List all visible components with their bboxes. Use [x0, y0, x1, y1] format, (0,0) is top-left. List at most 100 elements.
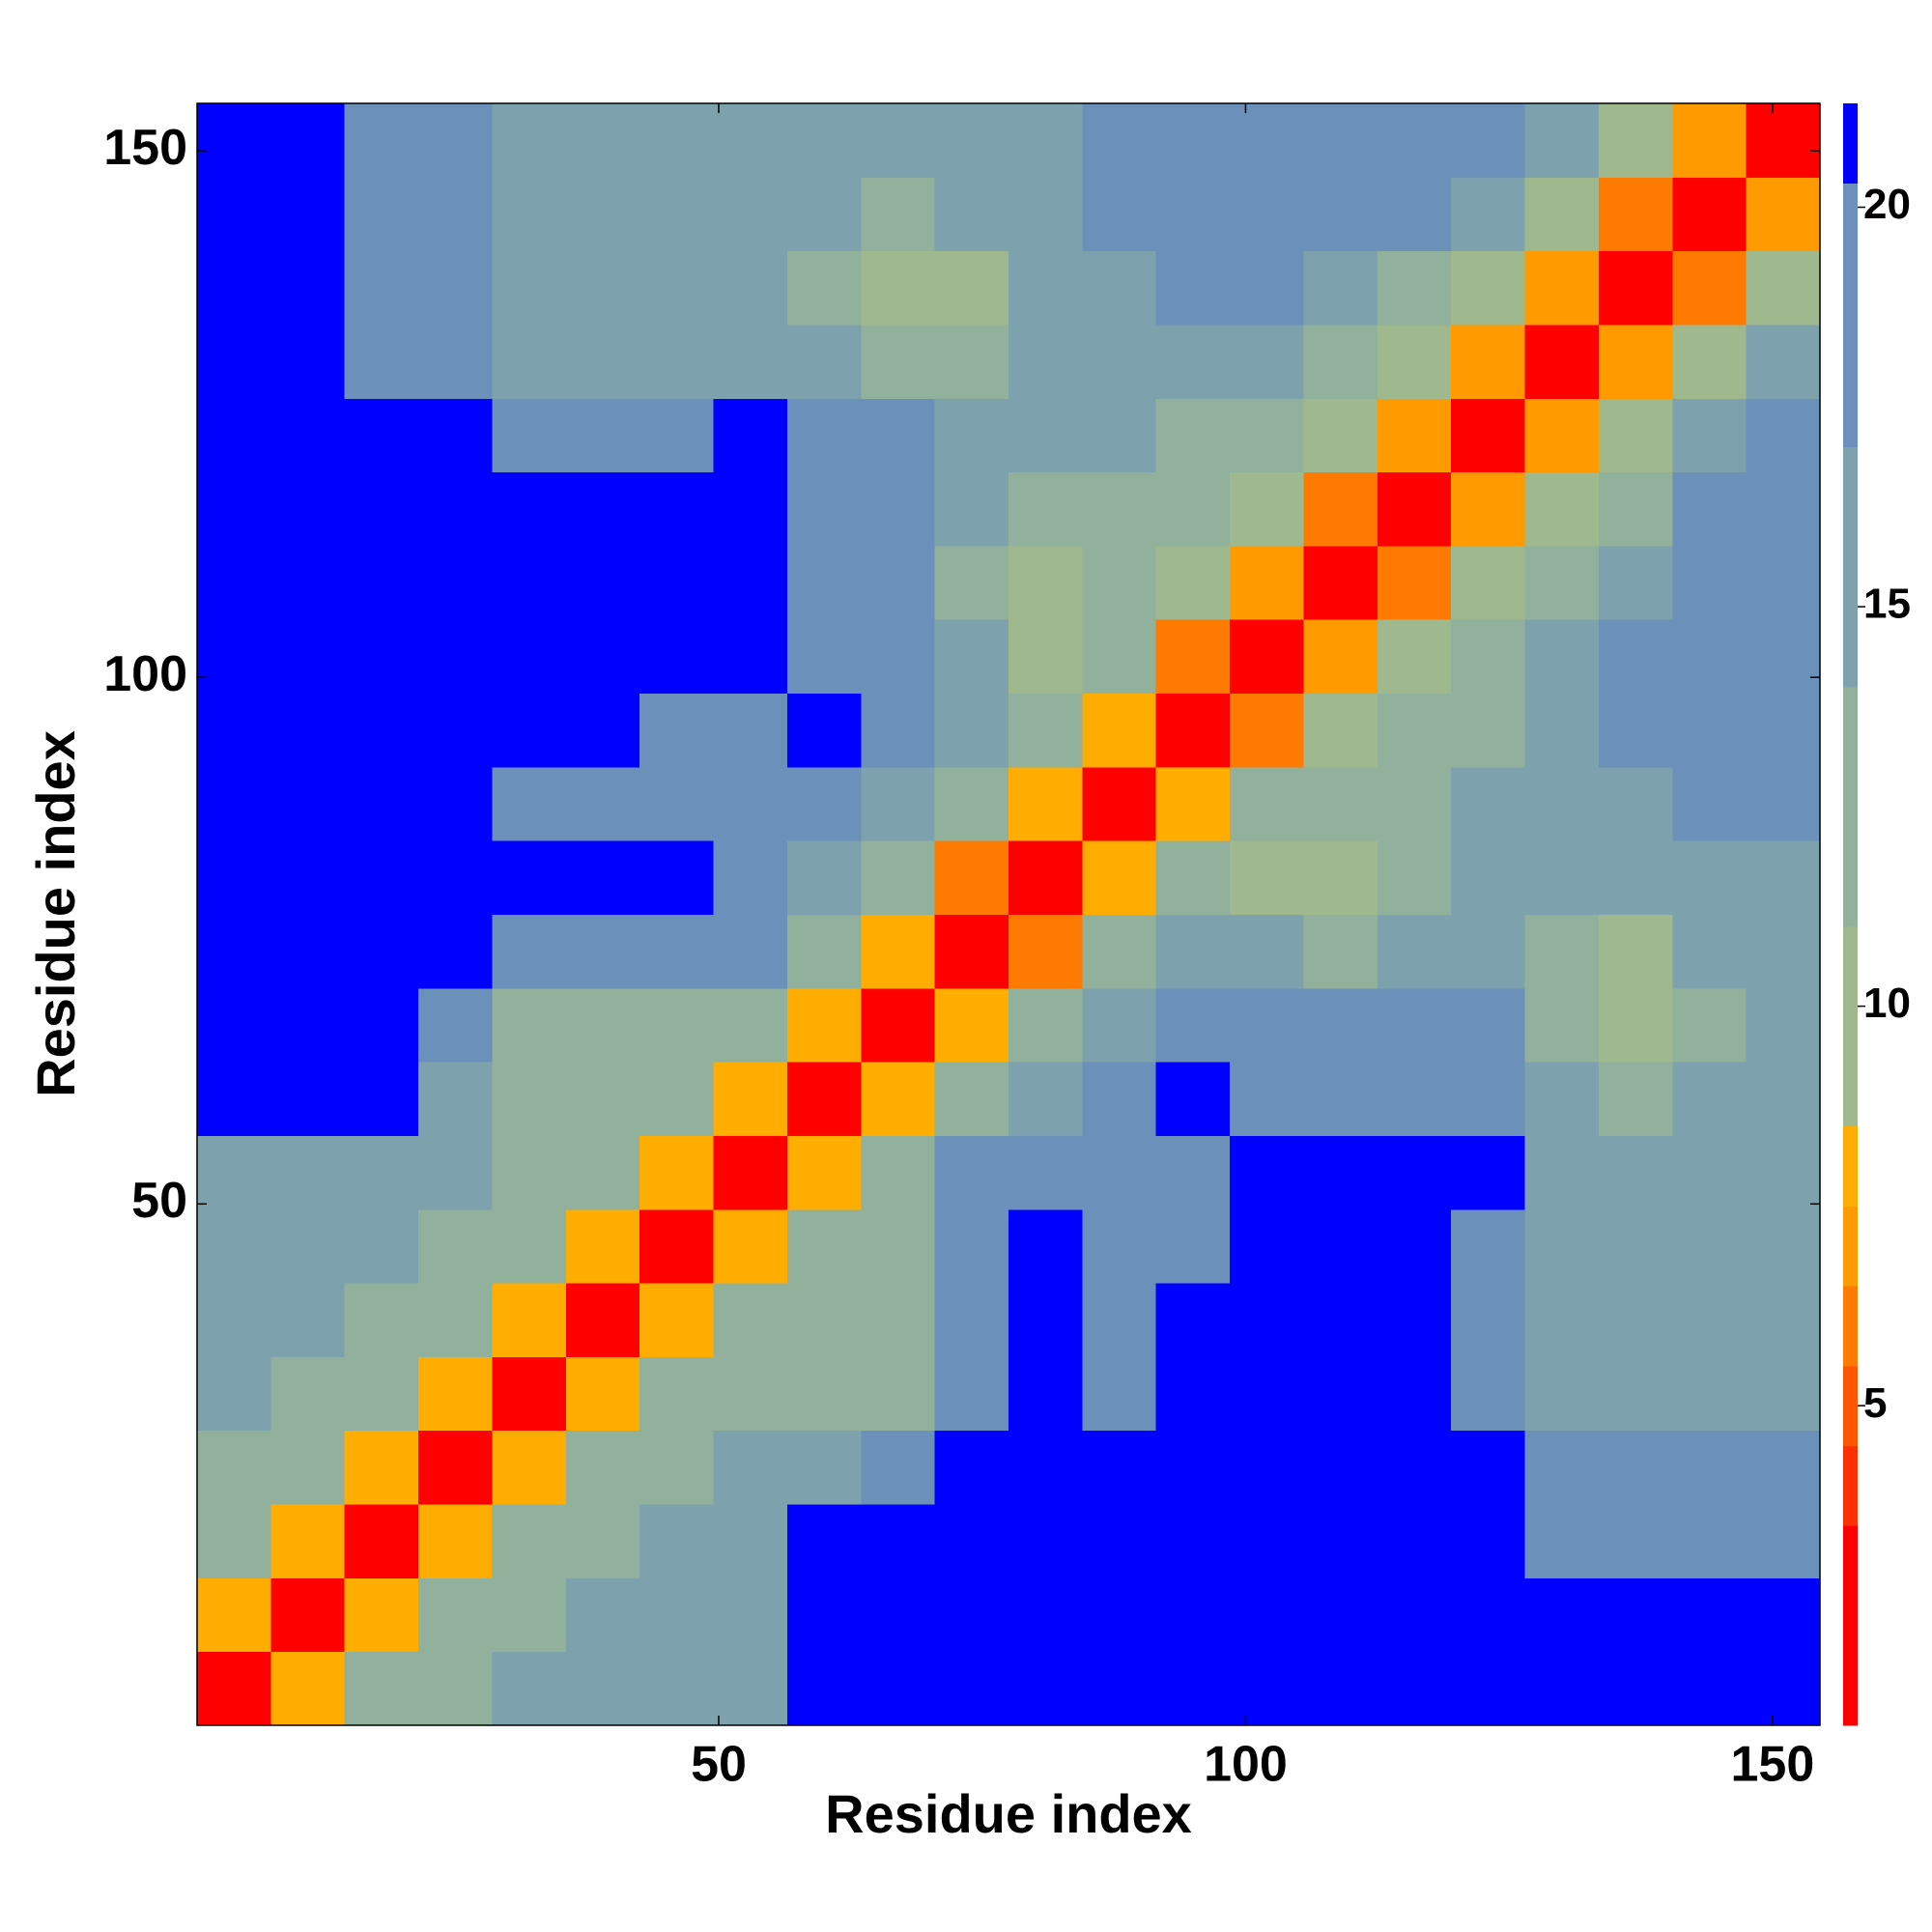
heatmap-cell — [418, 250, 493, 326]
heatmap-cell — [1230, 324, 1304, 399]
heatmap-cell — [1598, 250, 1673, 326]
heatmap-cell — [418, 766, 493, 841]
heatmap-cell — [344, 1135, 419, 1210]
heatmap-cell — [1451, 840, 1526, 915]
heatmap-cell — [1377, 250, 1452, 326]
heatmap-cell — [1746, 250, 1821, 326]
heatmap-cell — [861, 471, 936, 547]
heatmap-cell — [786, 177, 862, 252]
heatmap-cell — [492, 1356, 567, 1432]
heatmap-cell — [786, 1651, 862, 1726]
heatmap-cell — [492, 1062, 567, 1136]
heatmap-cell — [1598, 1062, 1673, 1136]
heatmap-cell — [1377, 1062, 1452, 1136]
heatmap-cell — [270, 250, 346, 326]
heatmap-cell — [1598, 619, 1673, 695]
heatmap-cell — [1598, 766, 1673, 841]
heatmap-cell — [934, 471, 1009, 547]
heatmap-cell — [1524, 1651, 1600, 1726]
heatmap-cell — [492, 1135, 567, 1210]
heatmap-cell — [344, 1208, 419, 1284]
heatmap-cell — [1009, 766, 1083, 841]
heatmap-cell — [270, 1208, 346, 1284]
heatmap-cell — [1746, 1577, 1821, 1653]
heatmap-cell — [492, 324, 567, 399]
y-axis-label: Residue index — [25, 730, 86, 1097]
heatmap-cell — [565, 1651, 640, 1726]
heatmap-cell — [1524, 103, 1600, 178]
heatmap-cell — [270, 1577, 346, 1653]
heatmap-cell — [1155, 250, 1231, 326]
heatmap-cell — [1524, 619, 1600, 695]
heatmap-cell — [934, 177, 1009, 252]
heatmap-cell — [639, 177, 715, 252]
heatmap-cell — [934, 1651, 1009, 1726]
heatmap-cell — [1082, 1356, 1157, 1432]
heatmap-cell — [639, 914, 715, 989]
heatmap-cell — [418, 471, 493, 547]
heatmap-cell — [1155, 619, 1231, 695]
heatmap-cell — [639, 766, 715, 841]
heatmap-cell — [418, 177, 493, 252]
heatmap-cell — [713, 1356, 788, 1432]
heatmap-cell — [1746, 1430, 1821, 1505]
heatmap-cell — [344, 177, 419, 252]
heatmap-cell — [197, 619, 271, 695]
heatmap-cell — [1524, 1356, 1600, 1432]
heatmap-cell — [861, 324, 936, 399]
heatmap-cell — [197, 1208, 271, 1284]
heatmap-cell — [1009, 1356, 1083, 1432]
heatmap-cell — [344, 619, 419, 695]
heatmap-cell — [1377, 693, 1452, 768]
colorbar-band — [1843, 925, 1858, 1127]
heatmap-cell — [1524, 471, 1600, 547]
heatmap-cell — [1377, 1430, 1452, 1505]
heatmap-cell — [418, 1283, 493, 1357]
heatmap-cell — [344, 1430, 419, 1505]
heatmap-cell — [418, 1651, 493, 1726]
heatmap-cell — [270, 103, 346, 178]
heatmap-cell — [1303, 1504, 1378, 1578]
heatmap-cell — [1451, 1135, 1526, 1210]
heatmap-cell — [1451, 1356, 1526, 1432]
heatmap-cell — [1524, 1135, 1600, 1210]
heatmap-cell — [197, 398, 271, 473]
heatmap-cell — [1672, 177, 1747, 252]
colorbar-band — [1843, 103, 1858, 185]
heatmap-cell — [1303, 471, 1378, 547]
heatmap-cell — [1009, 103, 1083, 178]
heatmap-cell — [1672, 1135, 1747, 1210]
heatmap-cell — [197, 177, 271, 252]
heatmap-cell — [1524, 1283, 1600, 1357]
heatmap-cell — [492, 1651, 567, 1726]
heatmap-cell — [1009, 619, 1083, 695]
heatmap-cell — [639, 471, 715, 547]
heatmap-cell — [1082, 1208, 1157, 1284]
heatmap-cell — [492, 693, 567, 768]
heatmap-cell — [934, 1208, 1009, 1284]
heatmap-cell — [492, 987, 567, 1063]
heatmap-cell — [639, 250, 715, 326]
heatmap-cell — [1155, 914, 1231, 989]
heatmap-cell — [1377, 1504, 1452, 1578]
heatmap-cell — [1524, 914, 1600, 989]
heatmap-cell — [1303, 1577, 1378, 1653]
heatmap-cell — [1524, 250, 1600, 326]
heatmap-cell — [565, 1430, 640, 1505]
heatmap-cell — [1009, 840, 1083, 915]
heatmap-cell — [418, 1208, 493, 1284]
y-tick-label: 50 — [131, 1173, 187, 1229]
heatmap-cell — [1082, 693, 1157, 768]
heatmap-cell — [197, 103, 271, 178]
heatmap-cells — [197, 103, 1821, 1726]
heatmap-cell — [1377, 1577, 1452, 1653]
heatmap-cell — [1598, 103, 1673, 178]
heatmap-cell — [786, 1356, 862, 1432]
heatmap-cell — [934, 1283, 1009, 1357]
heatmap-cell — [1524, 1208, 1600, 1284]
heatmap-cell — [1672, 103, 1747, 178]
heatmap-cell — [197, 1651, 271, 1726]
heatmap-cell — [1451, 1062, 1526, 1136]
heatmap-cell — [1598, 177, 1673, 252]
